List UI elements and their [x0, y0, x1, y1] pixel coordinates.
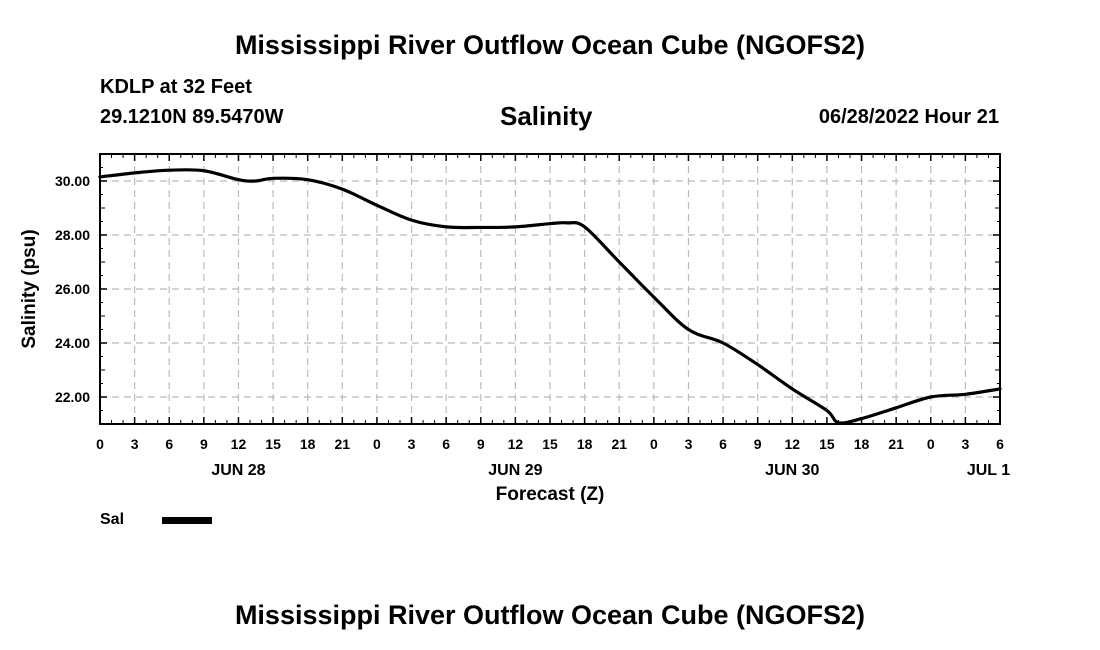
- x-tick-label: 6: [165, 436, 173, 452]
- parameter-title: Salinity: [500, 101, 593, 131]
- station-coordinates: 29.1210N 89.5470W: [100, 106, 284, 128]
- x-tick-label: 15: [265, 436, 281, 452]
- x-tick-label: 12: [785, 436, 801, 452]
- next-chart-title: Mississippi River Outflow Ocean Cube (NG…: [234, 600, 866, 630]
- x-tick-label: 15: [819, 436, 835, 452]
- chart-main-title: Mississippi River Outflow Ocean Cube (NG…: [234, 30, 866, 60]
- x-tick-label: 12: [508, 436, 524, 452]
- y-tick-label: 28.00: [55, 227, 90, 243]
- x-day-label: JUN 28: [211, 462, 265, 479]
- x-tick-label: 3: [408, 436, 416, 452]
- x-tick-label: 0: [96, 436, 104, 452]
- x-tick-label: 0: [650, 436, 658, 452]
- x-day-label: JUL 1: [967, 462, 1010, 479]
- x-tick-label: 18: [854, 436, 870, 452]
- x-tick-label: 0: [373, 436, 381, 452]
- x-day-label: JUN 30: [765, 462, 819, 479]
- x-tick-label: 9: [200, 436, 208, 452]
- y-axis-title: Salinity (psu): [19, 229, 40, 348]
- x-tick-label: 21: [611, 436, 627, 452]
- legend-line-swatch: [162, 517, 212, 524]
- x-tick-label: 12: [231, 436, 247, 452]
- x-tick-label: 3: [131, 436, 139, 452]
- x-tick-label: 3: [685, 436, 693, 452]
- forecast-datetime: 06/28/2022 Hour 21: [818, 106, 999, 128]
- series-line-sal: [98, 168, 1002, 425]
- x-tick-label: 21: [888, 436, 904, 452]
- x-tick-label: 0: [927, 436, 935, 452]
- plot-frame: [99, 153, 1001, 425]
- x-tick-label: 6: [719, 436, 727, 452]
- x-tick-label: 9: [477, 436, 485, 452]
- station-label: KDLP at 32 Feet: [100, 76, 252, 98]
- y-tick-label: 26.00: [55, 281, 90, 297]
- x-tick-label: 21: [335, 436, 351, 452]
- legend-label: Sal: [100, 511, 125, 528]
- x-tick-label: 6: [442, 436, 450, 452]
- x-tick-label: 6: [996, 436, 1004, 452]
- x-tick-label: 18: [577, 436, 593, 452]
- y-tick-label: 24.00: [55, 335, 90, 351]
- x-tick-label: 15: [542, 436, 558, 452]
- x-tick-label: 18: [300, 436, 316, 452]
- x-axis-title: Forecast (Z): [496, 484, 605, 505]
- y-tick-label: 30.00: [55, 173, 90, 189]
- y-tick-label: 22.00: [55, 389, 90, 405]
- x-day-label: JUN 29: [488, 462, 542, 479]
- x-tick-label: 9: [754, 436, 762, 452]
- x-tick-label: 3: [961, 436, 969, 452]
